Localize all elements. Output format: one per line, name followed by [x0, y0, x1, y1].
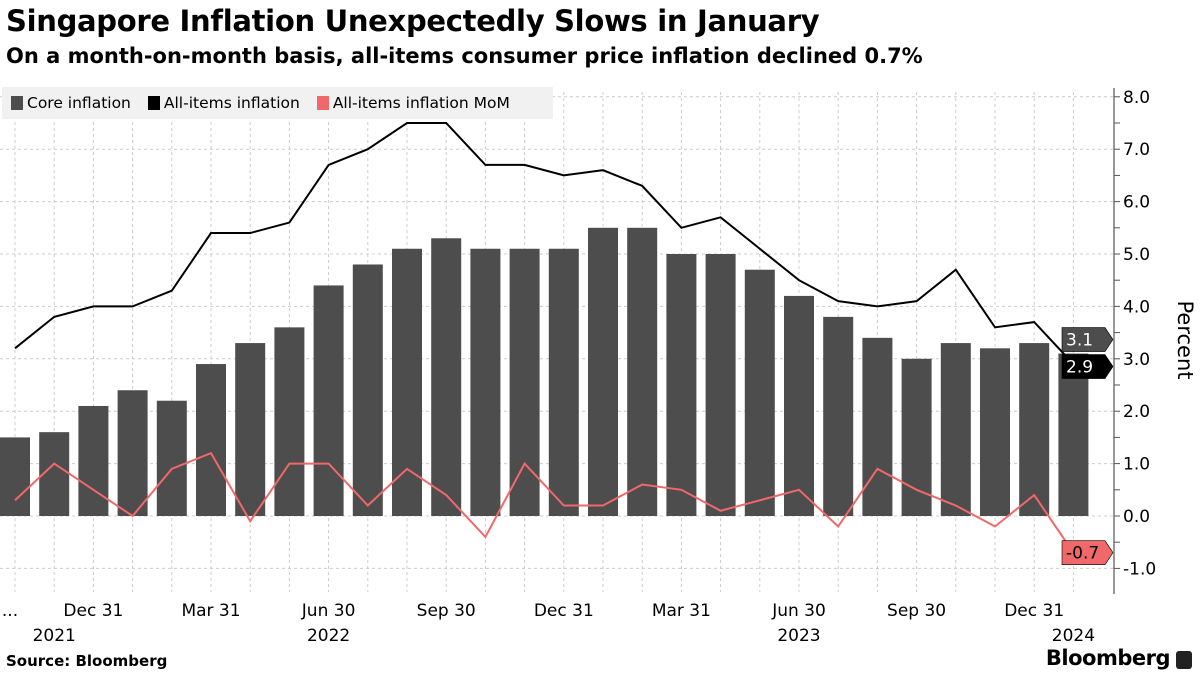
- bar-core-inflation: [274, 327, 305, 516]
- chart-subtitle: On a month-on-month basis, all-items con…: [6, 44, 923, 68]
- legend: Core inflation All-items inflation All-i…: [2, 87, 553, 119]
- y-tick-label: 7.0: [1123, 140, 1150, 160]
- legend-label: All-items inflation: [163, 94, 300, 112]
- tag-shape: [1061, 327, 1114, 352]
- x-year-label: 2024: [1052, 626, 1095, 646]
- x-year-label: 2023: [777, 626, 820, 646]
- bar-core-inflation: [117, 390, 148, 516]
- x-tick-label: Dec 31: [63, 601, 123, 621]
- bar-core-inflation: [823, 316, 854, 516]
- x-tick-label: Sep 30: [887, 601, 946, 621]
- last-value-tag: -0.7: [1061, 540, 1114, 565]
- chart-title: Singapore Inflation Unexpectedly Slows i…: [6, 4, 820, 38]
- y-tick-label: 1.0: [1123, 455, 1150, 475]
- x-tick-label: Mar 31: [181, 601, 240, 621]
- bar-core-inflation: [980, 348, 1010, 516]
- legend-swatch: [147, 96, 160, 110]
- bar-core-inflation: [78, 405, 109, 516]
- y-tick-label: 3.0: [1123, 350, 1150, 370]
- y-tick-label: 8.0: [1123, 88, 1150, 108]
- legend-item-mom: All-items inflation MoM: [316, 94, 510, 112]
- y-tick-label: 4.0: [1123, 297, 1150, 317]
- tag-label: -0.7: [1066, 544, 1099, 564]
- legend-item-all-items: All-items inflation: [147, 94, 300, 112]
- tag-label: 2.9: [1066, 358, 1093, 378]
- line-all-items-inflation: [14, 122, 1075, 365]
- bar-core-inflation: [156, 400, 187, 516]
- bloomberg-logo: Bloomberg: [1045, 646, 1171, 670]
- bar-core-inflation: [744, 269, 775, 516]
- x-tick-label: Mar 31: [652, 601, 711, 621]
- bar-core-inflation: [0, 437, 30, 516]
- x-tick-label: Jun 30: [771, 601, 826, 621]
- tag-shape: [1061, 354, 1114, 379]
- bar-core-inflation: [548, 248, 579, 516]
- tag-shape: [1061, 540, 1114, 565]
- bar-core-inflation: [431, 238, 462, 516]
- y-tick-label: 0.0: [1123, 507, 1150, 527]
- bar-core-inflation: [1019, 343, 1050, 516]
- x-year-label: 2022: [307, 626, 350, 646]
- line-all-items-inflation-mom: [14, 451, 1075, 554]
- bar-core-inflation: [313, 285, 344, 516]
- bloomberg-chart-icon: [1176, 651, 1192, 669]
- bar-core-inflation: [196, 364, 226, 516]
- bar-core-inflation: [470, 248, 501, 516]
- tag-label: 3.1: [1066, 331, 1093, 351]
- x-tick-label: Dec 31: [534, 601, 594, 621]
- legend-swatch: [316, 96, 329, 110]
- y-tick-label: 6.0: [1123, 193, 1150, 213]
- x-tick-label: ...: [2, 601, 18, 621]
- bar-core-inflation: [862, 337, 893, 516]
- y-tick-label: -1.0: [1123, 559, 1156, 579]
- source-note: Source: Bloomberg: [6, 652, 168, 670]
- legend-item-core: Core inflation: [11, 94, 131, 112]
- bar-core-inflation: [1058, 353, 1089, 516]
- y-tick-label: 5.0: [1123, 245, 1150, 265]
- x-tick-label: Jun 30: [301, 601, 356, 621]
- bar-core-inflation: [784, 295, 814, 516]
- y-axis-title: Percent: [1173, 300, 1197, 379]
- bar-core-inflation: [627, 227, 658, 517]
- y-tick-label: 2.0: [1123, 402, 1150, 422]
- x-year-label: 2021: [33, 626, 76, 646]
- last-value-tag: 2.9: [1061, 354, 1114, 379]
- bar-core-inflation: [705, 254, 736, 516]
- bar-core-inflation: [666, 254, 697, 516]
- bar-core-inflation: [235, 343, 266, 516]
- legend-label: Core inflation: [27, 94, 131, 112]
- bar-core-inflation: [940, 343, 971, 516]
- bar-core-inflation: [588, 227, 618, 517]
- x-tick-label: Dec 31: [1004, 601, 1064, 621]
- x-tick-label: Sep 30: [417, 601, 476, 621]
- legend-label: All-items inflation MoM: [332, 94, 510, 112]
- bar-core-inflation: [901, 358, 932, 516]
- legend-swatch: [11, 96, 23, 110]
- bar-core-inflation: [509, 248, 540, 516]
- bar-core-inflation: [352, 264, 383, 516]
- bar-core-inflation: [392, 248, 422, 516]
- last-value-tag: 3.1: [1061, 327, 1114, 352]
